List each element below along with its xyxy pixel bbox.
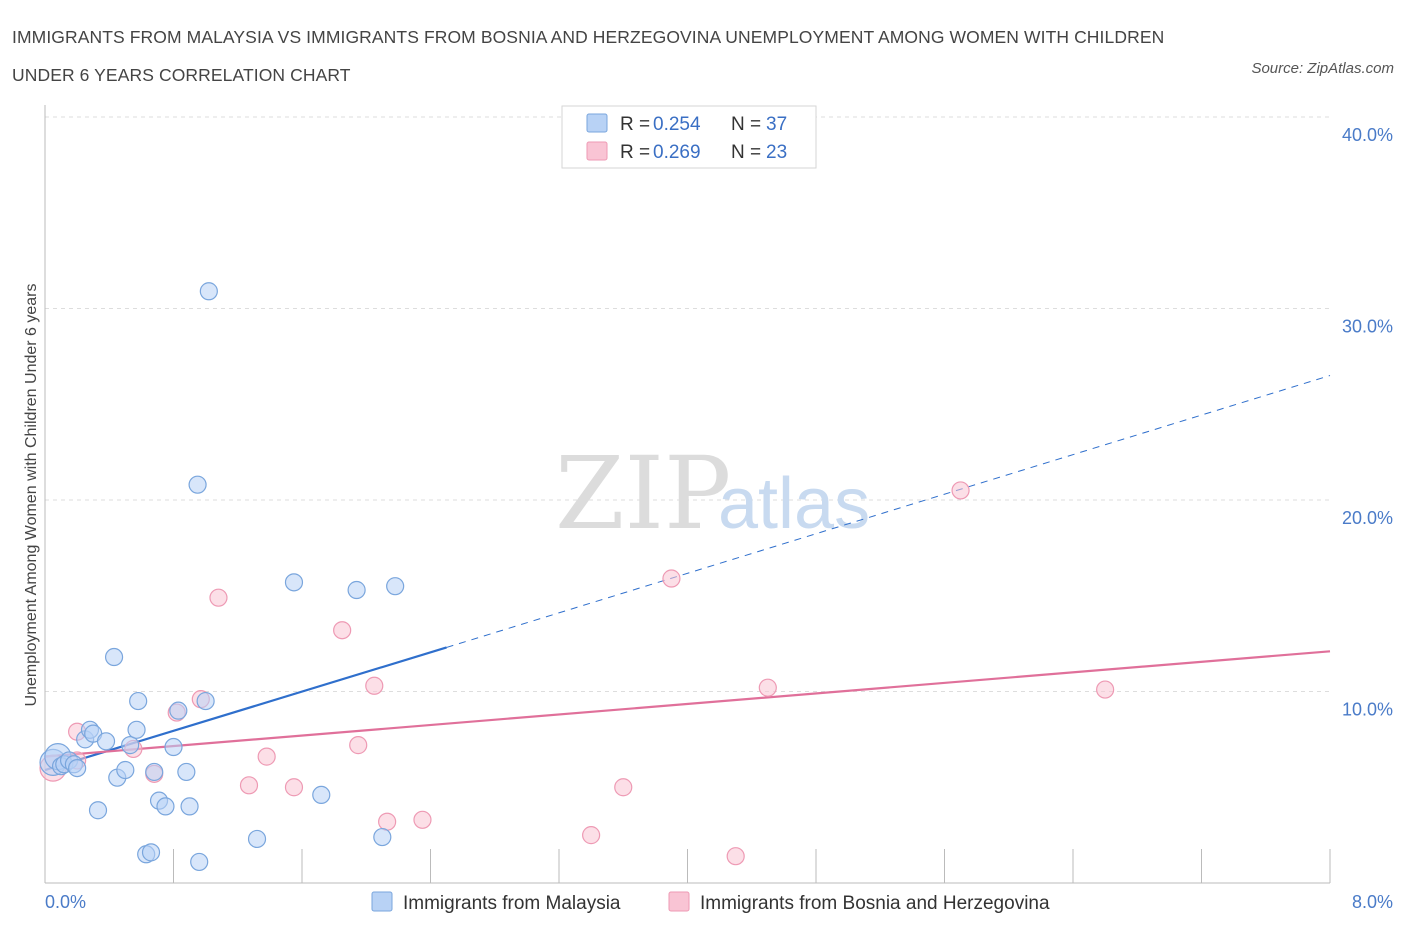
bottom-legend-swatch-bosnia: [668, 891, 690, 912]
watermark-zip: ZIP: [555, 435, 731, 552]
trend-line-solid-1: [44, 650, 1331, 758]
point-bosnia-22: [1096, 680, 1115, 699]
chart-title: IMMIGRANTS FROM MALAYSIA VS IMMIGRANTS F…: [12, 27, 1165, 85]
y-tick-label-0: 10.0%: [1342, 700, 1393, 720]
watermark-atlas: atlas: [718, 464, 870, 544]
legend-n-value-malaysia: 37: [766, 114, 787, 135]
point-malaysia-25: [177, 762, 196, 782]
grid-lines: [45, 116, 1330, 692]
bottom-legend-swatch-malaysia: [371, 891, 393, 912]
legend-n-label-bosnia: N =: [731, 142, 761, 163]
legend-n-label-malaysia: N =: [731, 114, 761, 135]
x-tick-label-min: 0.0%: [45, 892, 86, 912]
point-malaysia-28: [190, 852, 209, 872]
point-malaysia-30: [199, 282, 218, 301]
point-bosnia-15: [413, 810, 432, 829]
legend-r-label-bosnia: R =: [620, 142, 650, 163]
point-bosnia-20: [758, 678, 777, 697]
legend: R = 0.254 N = 37 R = 0.269 N = 23: [561, 105, 817, 169]
point-bosnia-8: [239, 776, 259, 795]
point-malaysia-36: [386, 577, 405, 596]
legend-n-value-bosnia: 23: [766, 142, 787, 163]
point-bosnia-10: [284, 778, 304, 797]
y-tick-label-3: 40.0%: [1342, 125, 1393, 145]
legend-swatch-malaysia: [586, 113, 608, 133]
point-malaysia-29: [196, 691, 215, 711]
point-malaysia-22: [156, 797, 175, 816]
point-malaysia-10: [88, 801, 108, 820]
point-bosnia-11: [333, 621, 352, 640]
y-tick-label-1: 20.0%: [1342, 508, 1393, 528]
point-malaysia-15: [121, 736, 140, 755]
point-bosnia-16: [582, 826, 601, 845]
y-tick-labels: 10.0% 20.0% 30.0% 40.0%: [1342, 125, 1393, 720]
point-malaysia-17: [129, 691, 148, 711]
legend-swatch-bosnia: [586, 141, 608, 161]
point-malaysia-19: [141, 843, 161, 862]
point-bosnia-17: [614, 778, 633, 797]
point-bosnia-13: [365, 676, 384, 695]
legend-r-value-malaysia: 0.254: [653, 114, 701, 135]
y-axis-title: Unemployment Among Women with Children U…: [23, 283, 40, 706]
point-malaysia-23: [164, 737, 183, 757]
legend-r-label-malaysia: R =: [620, 114, 650, 135]
axes: [44, 105, 1331, 884]
point-malaysia-35: [373, 827, 392, 847]
point-bosnia-21: [951, 481, 970, 500]
trend-line-dashed-0: [446, 375, 1331, 648]
source-label: Source: ZipAtlas.com: [1251, 60, 1394, 77]
y-tick-label-2: 30.0%: [1342, 317, 1393, 337]
point-malaysia-14: [116, 760, 135, 780]
point-bosnia-9: [257, 747, 276, 766]
point-bosnia-7: [209, 588, 228, 607]
point-bosnia-18: [662, 569, 681, 588]
x-tick-label-max: 8.0%: [1352, 892, 1393, 912]
point-bosnia-19: [726, 847, 745, 866]
point-malaysia-26: [180, 797, 199, 816]
point-malaysia-32: [284, 573, 304, 592]
trend-line-solid-0: [44, 646, 447, 772]
point-malaysia-31: [247, 829, 267, 849]
bottom-legend-label-malaysia: Immigrants from Malaysia: [403, 893, 621, 914]
point-malaysia-33: [312, 785, 331, 805]
point-malaysia-34: [347, 580, 366, 600]
point-bosnia-14: [378, 812, 397, 831]
point-malaysia-11: [96, 732, 116, 751]
legend-r-value-bosnia: 0.269: [653, 142, 701, 163]
point-malaysia-24: [169, 701, 188, 720]
bottom-legend: Immigrants from Malaysia Immigrants from…: [371, 891, 1050, 914]
point-malaysia-20: [145, 762, 164, 782]
point-malaysia-12: [104, 647, 124, 667]
point-malaysia-6: [68, 758, 87, 778]
bottom-legend-label-bosnia: Immigrants from Bosnia and Herzegovina: [700, 893, 1050, 914]
data-points: [39, 282, 1115, 872]
point-malaysia-16: [127, 720, 146, 739]
point-bosnia-12: [349, 736, 368, 755]
point-malaysia-27: [188, 475, 207, 494]
trend-lines: [44, 375, 1331, 772]
